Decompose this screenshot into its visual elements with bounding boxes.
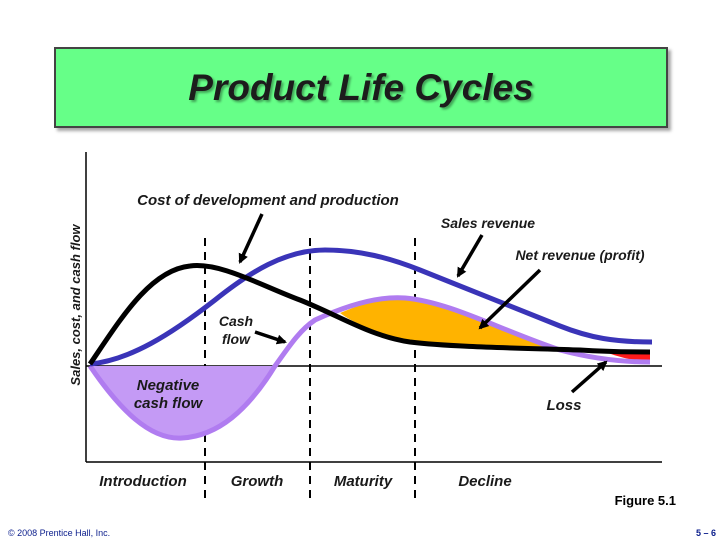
net-revenue-label: Net revenue (profit) — [515, 247, 644, 263]
cost-arrow — [238, 213, 264, 264]
cost-label: Cost of development and production — [137, 192, 399, 209]
title-box: Product Life Cycles — [54, 47, 668, 128]
page-title: Product Life Cycles — [188, 66, 534, 108]
figure-label: Figure 5.1 — [615, 493, 676, 508]
sales-revenue-curve — [89, 247, 653, 367]
stage-decline: Decline — [458, 473, 511, 490]
cash-label-line2: flow — [222, 331, 251, 347]
page-number: 5 – 6 — [695, 528, 716, 538]
sales-arrow — [456, 234, 484, 278]
copyright-footer: © 2008 Prentice Hall, Inc. — [8, 528, 111, 538]
cost-curve — [87, 263, 651, 366]
sales-label: Sales revenue — [441, 215, 535, 231]
stage-introduction: Introduction — [99, 473, 186, 490]
cash-flow-arrow — [254, 330, 287, 345]
net-revenue-area — [340, 297, 555, 350]
stage-growth: Growth — [231, 473, 284, 490]
loss-label: Loss — [546, 397, 581, 414]
negative-label-line1: Negative — [137, 377, 200, 394]
loss-arrow — [570, 360, 608, 394]
cash-label-line1: Cash — [219, 313, 253, 329]
negative-label-line2: cash flow — [134, 395, 204, 412]
y-axis-label: Sales, cost, and cash flow — [68, 224, 83, 386]
net-revenue-arrow — [478, 268, 542, 330]
stage-maturity: Maturity — [334, 473, 393, 490]
